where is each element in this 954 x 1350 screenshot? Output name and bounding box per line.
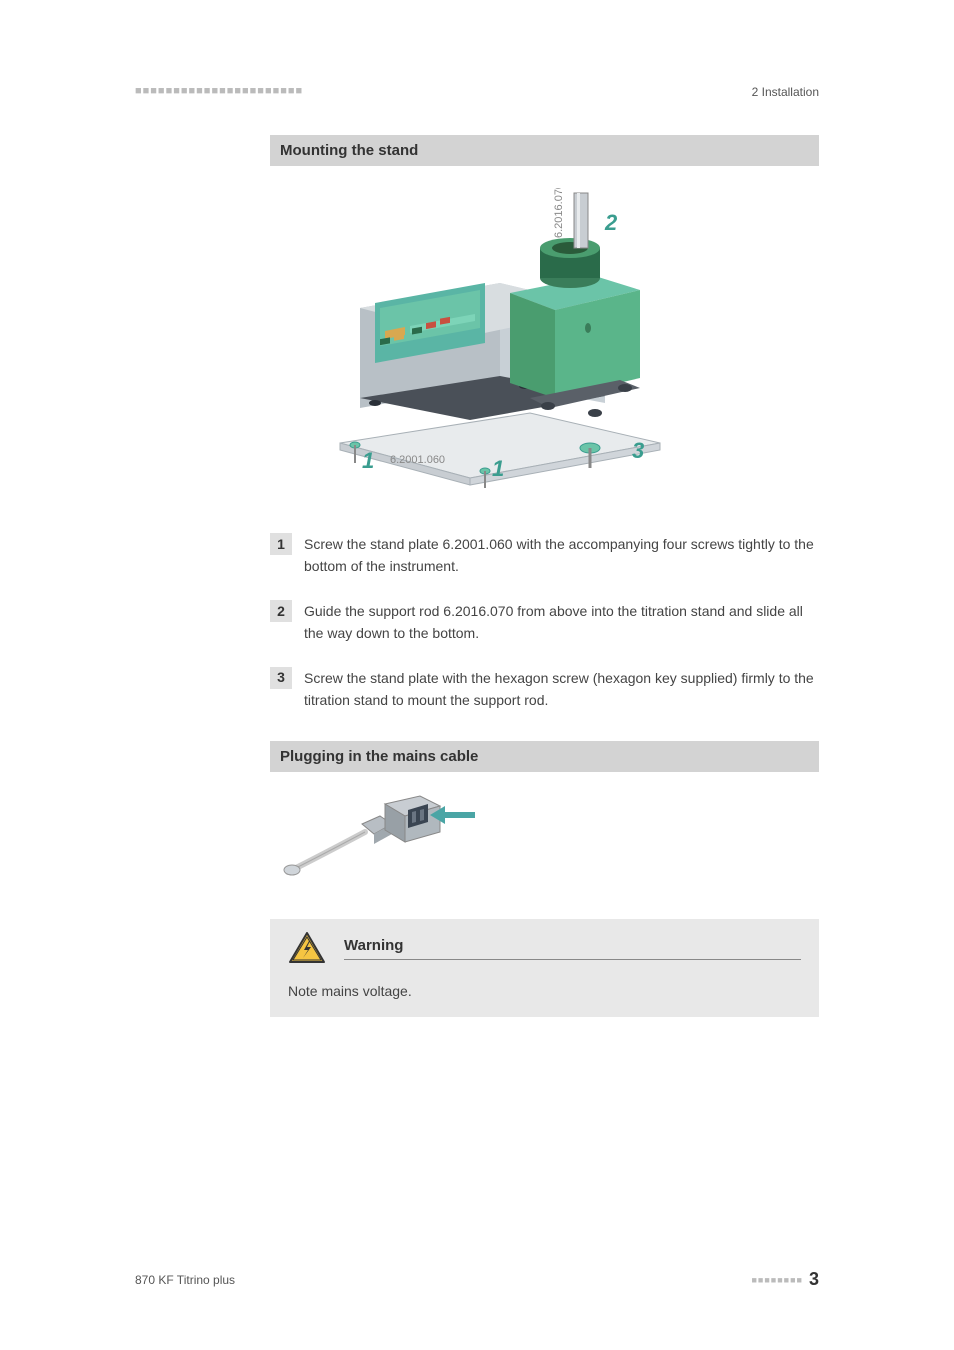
footer-product: 870 KF Titrino plus	[135, 1273, 235, 1287]
mounting-steps: 1 Screw the stand plate 6.2001.060 with …	[270, 533, 819, 711]
plate-part-label: 6.2001.060	[390, 454, 445, 466]
warning-box: Warning Note mains voltage.	[270, 919, 819, 1017]
header-chapter: 2 Installation	[752, 85, 819, 99]
page-header: ■■■■■■■■■■■■■■■■■■■■■■ 2 Installation	[0, 85, 954, 99]
callout-2: 2	[604, 210, 618, 235]
step-item: 1 Screw the stand plate 6.2001.060 with …	[270, 533, 819, 578]
mounting-heading: Mounting the stand	[270, 135, 819, 166]
page-footer: 870 KF Titrino plus ■■■■■■■■ 3	[0, 1269, 954, 1290]
content-area: Mounting the stand	[270, 135, 819, 1017]
mains-figure	[270, 784, 819, 899]
step-item: 3 Screw the stand plate with the hexagon…	[270, 667, 819, 712]
step-number: 3	[270, 667, 292, 689]
step-item: 2 Guide the support rod 6.2016.070 from …	[270, 600, 819, 645]
warning-text: Note mains voltage.	[288, 983, 801, 999]
footer-dots: ■■■■■■■■	[751, 1275, 803, 1285]
step-text: Guide the support rod 6.2016.070 from ab…	[304, 600, 819, 645]
warning-title-wrap: Warning	[344, 937, 801, 960]
step-text: Screw the stand plate with the hexagon s…	[304, 667, 819, 712]
callout-1b: 1	[492, 456, 504, 481]
footer-right: ■■■■■■■■ 3	[751, 1269, 819, 1290]
step-number: 2	[270, 600, 292, 622]
mains-cable-illustration	[280, 794, 480, 884]
warning-title: Warning	[344, 937, 403, 954]
header-marker: ■■■■■■■■■■■■■■■■■■■■■■	[135, 85, 303, 99]
callout-3: 3	[632, 438, 644, 463]
warning-header: Warning	[288, 931, 801, 965]
step-number: 1	[270, 533, 292, 555]
rod-part-label: 6.2016.070	[553, 188, 565, 238]
callout-1a: 1	[362, 448, 374, 473]
mounting-figure: 6.2016.070 6.2001.060 1 1 2 3	[270, 178, 819, 513]
step-text: Screw the stand plate 6.2001.060 with th…	[304, 533, 819, 578]
device-illustration: 6.2016.070 6.2001.060 1 1 2 3	[330, 188, 700, 498]
warning-triangle-icon	[288, 931, 326, 965]
page-number: 3	[809, 1269, 819, 1290]
mains-heading: Plugging in the mains cable	[270, 741, 819, 772]
